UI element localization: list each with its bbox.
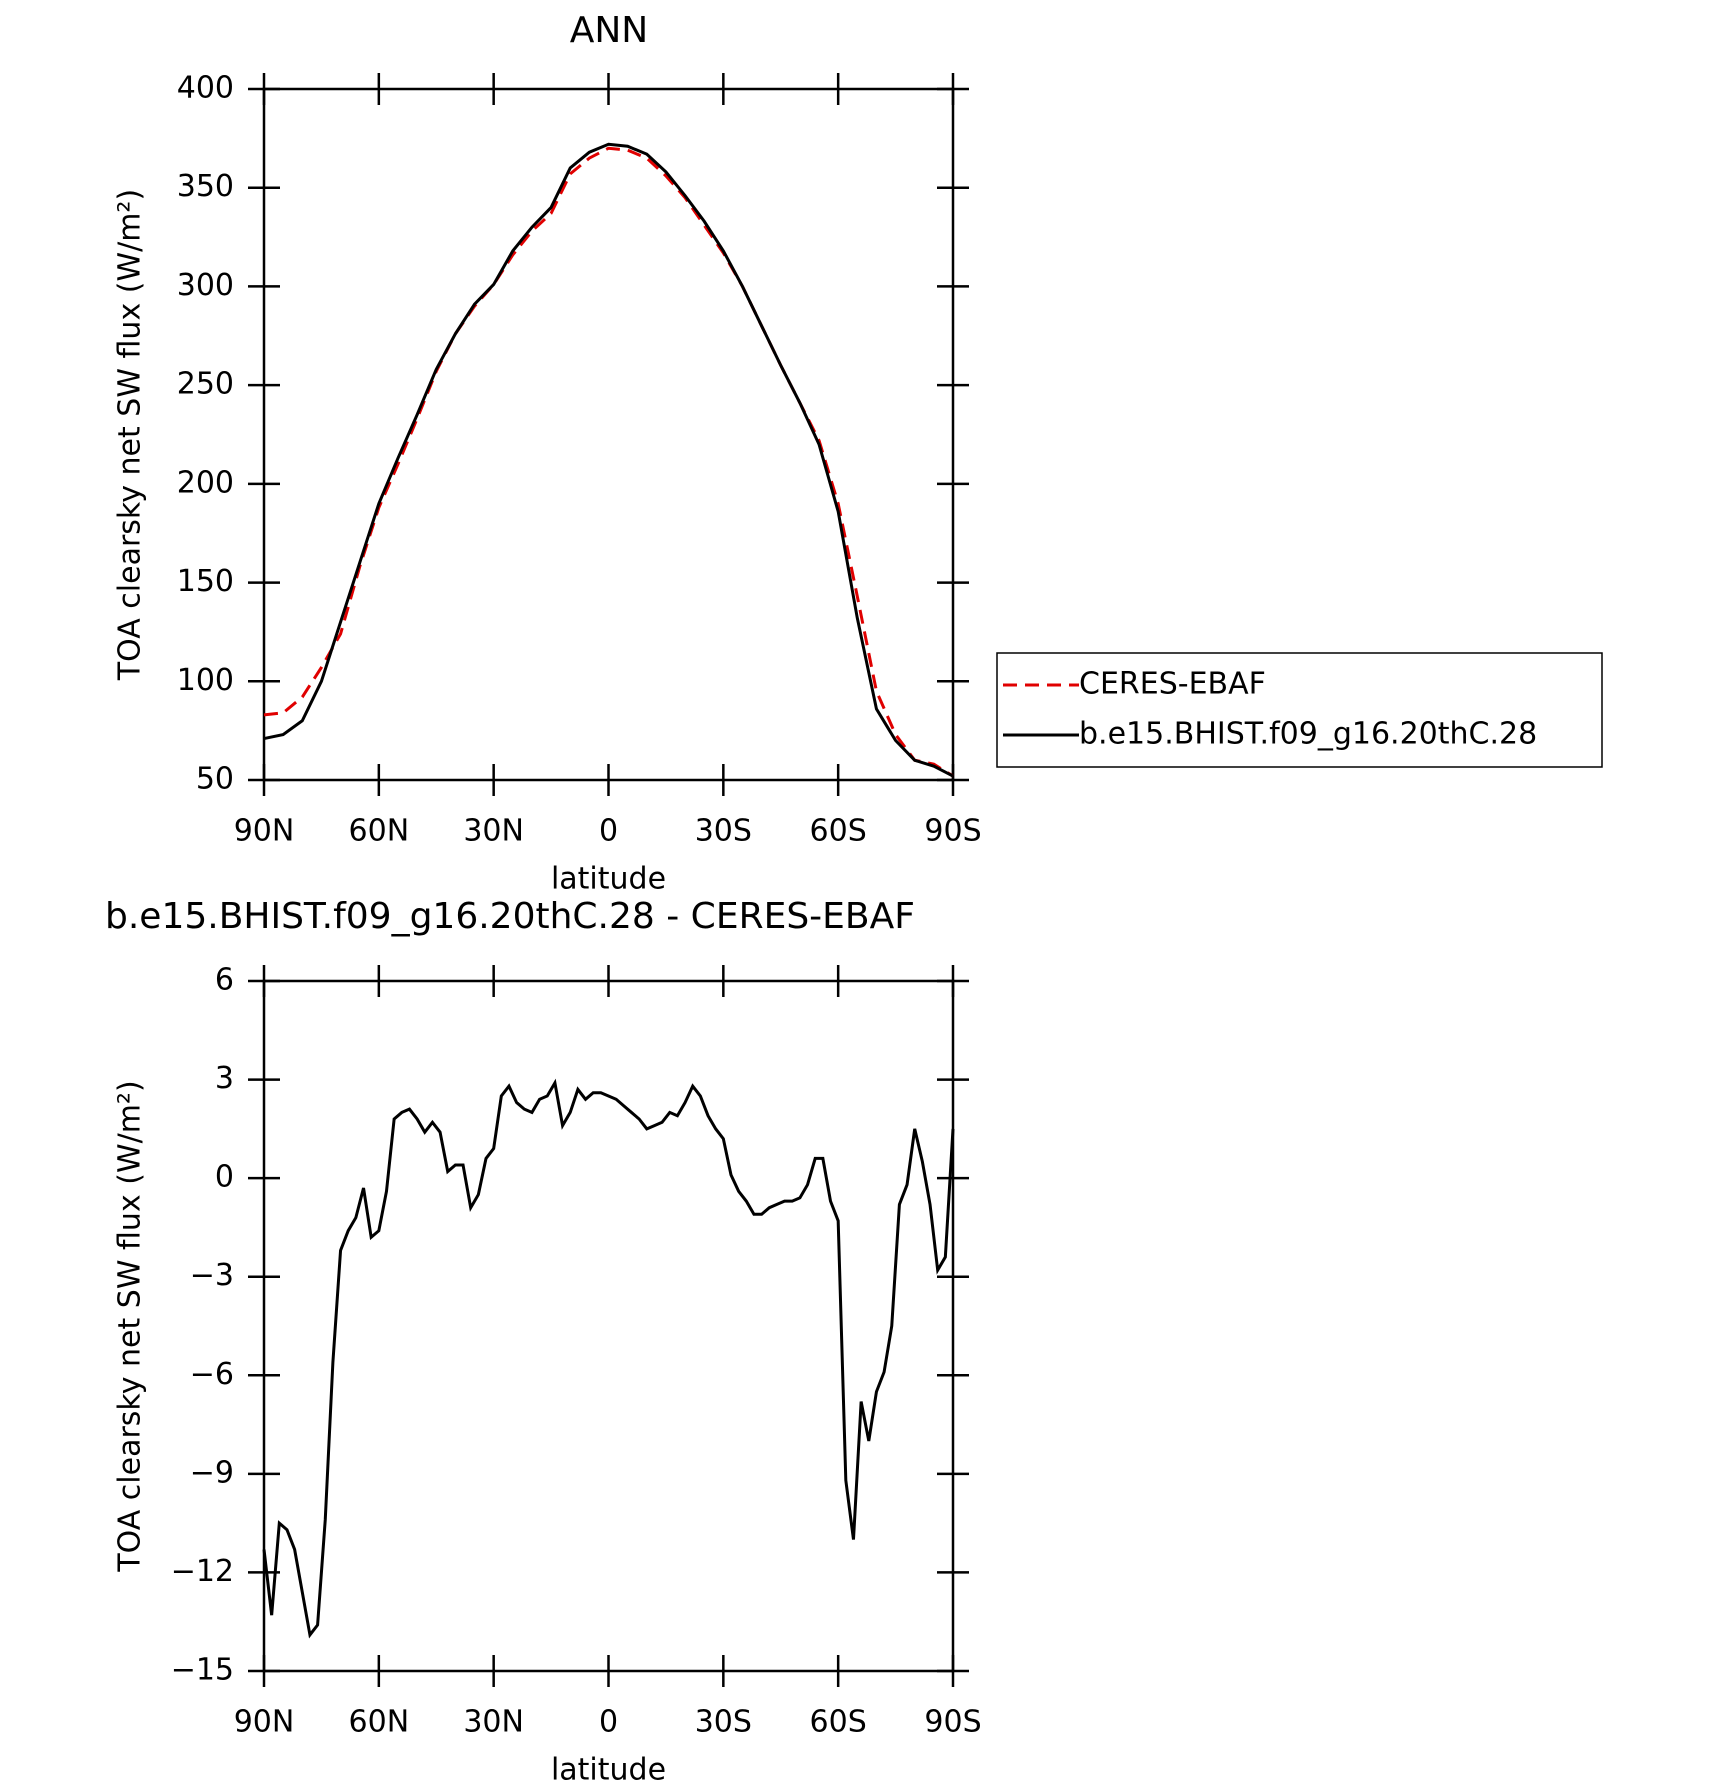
x-tick-label: 60S <box>810 1705 867 1740</box>
legend-label: b.e15.BHIST.f09_g16.20thC.28 <box>1079 717 1537 752</box>
plot-frame <box>262 979 955 1673</box>
x-tick-label: 90N <box>234 1705 295 1740</box>
legend-box <box>996 652 1603 768</box>
x-tick-label: 0 <box>599 814 618 849</box>
y-axis-label: TOA clearsky net SW flux (W/m²) <box>113 1080 148 1572</box>
data-line <box>263 142 954 778</box>
x-axis-label: latitude <box>551 1753 666 1788</box>
y-tick-label: 400 <box>177 71 234 106</box>
x-tick-label: 30S <box>695 1705 752 1740</box>
y-tick-label: 300 <box>177 268 234 303</box>
data-line <box>262 1078 955 1639</box>
y-tick-label: 250 <box>177 367 234 402</box>
y-tick-label: 50 <box>196 762 234 797</box>
x-tick-label: 90S <box>924 1705 981 1740</box>
x-tick-label: 0 <box>599 1705 618 1740</box>
y-tick-label: 6 <box>215 963 234 998</box>
x-tick-label: 60N <box>349 1705 410 1740</box>
plot-frame <box>262 87 955 782</box>
y-tick-label: 100 <box>177 663 234 698</box>
x-axis-label: latitude <box>551 862 666 897</box>
y-tick-label: 350 <box>177 169 234 204</box>
x-tick-label: 90N <box>234 814 295 849</box>
legend: CERES-EBAF b.e15.BHIST.f09_g16.20thC.28 <box>996 652 1603 768</box>
y-tick-label: −3 <box>190 1258 234 1293</box>
y-axis-label: TOA clearsky net SW flux (W/m²) <box>113 189 148 681</box>
x-tick-label: 30S <box>695 814 752 849</box>
y-tick-label: −6 <box>190 1357 234 1392</box>
y-tick-label: −9 <box>190 1455 234 1490</box>
y-tick-label: 150 <box>177 564 234 599</box>
x-tick-label: 30N <box>463 1705 524 1740</box>
chart-title: ANN <box>570 10 649 51</box>
x-tick-label: 60N <box>349 814 410 849</box>
x-tick-label: 90S <box>924 814 981 849</box>
x-tick-label: 30N <box>463 814 524 849</box>
y-tick-label: 200 <box>177 465 234 500</box>
data-line <box>263 146 954 778</box>
chart-title: b.e15.BHIST.f09_g16.20thC.28 - CERES-EBA… <box>105 896 915 937</box>
y-tick-label: 0 <box>215 1160 234 1195</box>
y-tick-label: 3 <box>215 1061 234 1096</box>
x-tick-label: 60S <box>810 814 867 849</box>
y-tick-label: −15 <box>171 1653 234 1688</box>
y-tick-label: −12 <box>171 1554 234 1589</box>
legend-label: CERES-EBAF <box>1079 667 1266 702</box>
